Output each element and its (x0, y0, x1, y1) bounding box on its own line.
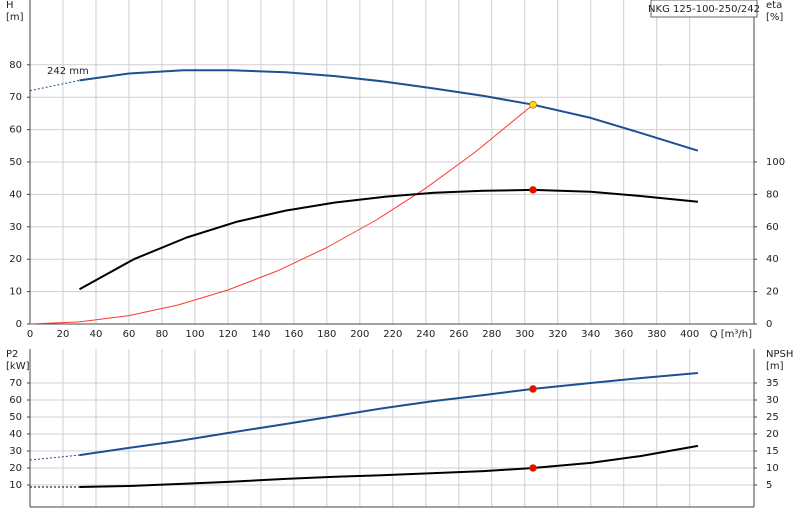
y-tick-label: 30 (9, 446, 22, 457)
y-axis-label: [m] (6, 12, 24, 23)
y2-tick-label: 60 (766, 222, 779, 233)
duty-point (529, 186, 537, 194)
y2-axis-label: eta (766, 0, 782, 11)
y-tick-label: 20 (9, 463, 22, 474)
x-tick-label: 140 (251, 329, 270, 340)
x-tick-label: 120 (218, 329, 237, 340)
y2-tick-label: 5 (766, 480, 772, 491)
x-tick-label: 0 (27, 329, 33, 340)
y2-tick-label: 20 (766, 429, 779, 440)
x-tick-label: 160 (284, 329, 303, 340)
y-tick-label: 80 (9, 60, 22, 71)
y2-tick-label: 10 (766, 463, 779, 474)
x-tick-label: 380 (647, 329, 666, 340)
x-tick-label: 360 (614, 329, 633, 340)
x-tick-label: 300 (515, 329, 534, 340)
x-tick-label: 200 (350, 329, 369, 340)
x-tick-label: 220 (383, 329, 402, 340)
x-tick-label: 280 (482, 329, 501, 340)
x-tick-label: 340 (581, 329, 600, 340)
y-tick-label: 10 (9, 287, 22, 298)
duty-point (529, 464, 537, 472)
y-tick-label: 50 (9, 157, 22, 168)
curve (29, 79, 80, 92)
system-curve (29, 104, 534, 325)
x-tick-label: 100 (185, 329, 204, 340)
y-tick-label: 30 (9, 222, 22, 233)
duty-point (529, 385, 537, 393)
x-tick-label: 400 (680, 329, 699, 340)
y2-tick-label: 35 (766, 378, 779, 389)
y2-tick-label: 15 (766, 446, 779, 457)
y2-axis-label: NPSH (766, 349, 793, 360)
y-tick-label: 40 (9, 429, 22, 440)
y-tick-label: 50 (9, 412, 22, 423)
y-tick-label: 70 (9, 92, 22, 103)
x-tick-label: 20 (57, 329, 70, 340)
x-tick-label: 80 (156, 329, 169, 340)
y-axis-label: P2 (6, 349, 18, 360)
curve (79, 372, 698, 457)
y-tick-label: 40 (9, 189, 22, 200)
x-tick-label: 260 (449, 329, 468, 340)
annotation: 242 mm (47, 66, 89, 77)
y-tick-label: 60 (9, 125, 22, 136)
x-tick-label: 320 (548, 329, 567, 340)
curve (79, 69, 699, 152)
y-tick-label: 0 (16, 319, 22, 330)
y2-axis-label: [%] (766, 12, 783, 23)
y2-tick-label: 40 (766, 254, 779, 265)
y-axis-label: [kW] (6, 361, 30, 372)
y2-tick-label: 100 (766, 157, 785, 168)
y2-tick-label: 25 (766, 412, 779, 423)
x-axis-label: Q [m³/h] (710, 329, 752, 340)
curve (79, 188, 698, 291)
y-axis-label: H (6, 0, 14, 11)
title-box (650, 0, 758, 18)
curve (29, 454, 80, 461)
y2-axis-label: [m] (766, 361, 784, 372)
y-tick-label: 60 (9, 395, 22, 406)
duty-point (529, 100, 537, 109)
curve (79, 444, 699, 488)
x-tick-label: 180 (317, 329, 336, 340)
y-tick-label: 70 (9, 378, 22, 389)
y2-tick-label: 0 (766, 319, 772, 330)
y2-tick-label: 30 (766, 395, 779, 406)
x-tick-label: 40 (90, 329, 103, 340)
y-tick-label: 10 (9, 480, 22, 491)
y-tick-label: 20 (9, 254, 22, 265)
y2-tick-label: 80 (766, 189, 779, 200)
x-tick-label: 240 (416, 329, 435, 340)
chart-title: NKG 125-100-250/242 (648, 4, 760, 15)
y2-tick-label: 20 (766, 287, 779, 298)
x-tick-label: 60 (123, 329, 136, 340)
